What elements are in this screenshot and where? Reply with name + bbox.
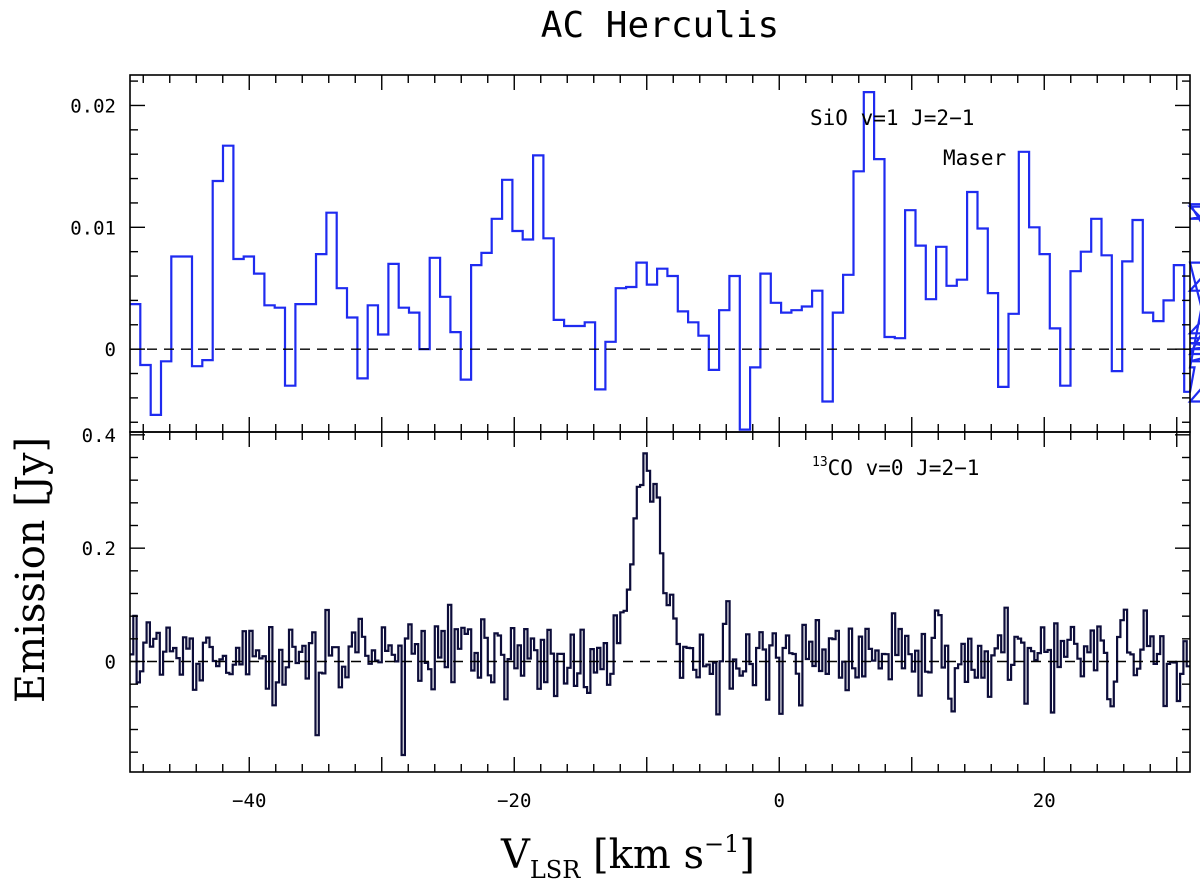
bottom-xtick-label: −20 — [497, 790, 531, 812]
series-label-maser: Maser — [943, 146, 1006, 170]
series-label-sio: SiO v=1 J=2−1 — [810, 106, 974, 130]
x-axis-label-sub: LSR — [530, 856, 581, 884]
top-ytick-label: 0.01 — [70, 217, 116, 239]
series-line-13co — [130, 452, 1190, 757]
bottom-ytick-label: 0.2 — [82, 538, 116, 560]
x-axis-label: VLSR [km s−1] — [500, 830, 755, 884]
panel-top: 0 0.01 0.02 SiO v=1 J=2−1 Maser — [70, 74, 1200, 433]
x-axis-label-sup: −1 — [704, 830, 739, 858]
x-axis-label-unit: [km s — [580, 832, 704, 878]
top-ytick-label: 0.02 — [70, 95, 116, 117]
top-ytick-label: 0 — [105, 339, 116, 361]
bottom-xtick-label: 0 — [774, 790, 785, 812]
series-label-13co-main: CO v=0 J=2−1 — [828, 456, 980, 480]
series-label-13co-sup: 13 — [812, 455, 828, 470]
y-axis-label: Emission [Jy] — [8, 437, 54, 703]
chart-title: AC Herculis — [541, 5, 779, 46]
series-line-sio-maser — [130, 91, 1200, 431]
bottom-xtick-label: 20 — [1033, 790, 1056, 812]
bottom-ytick-label: 0 — [105, 652, 116, 674]
bottom-xtick-label: −40 — [232, 790, 266, 812]
x-axis-label-main: V — [500, 832, 531, 878]
bottom-ytick-label: 0.4 — [82, 425, 116, 447]
x-axis-label-close: ] — [739, 832, 755, 878]
panel-top-frame — [129, 74, 1191, 433]
panel-bottom-frame — [129, 431, 1191, 773]
panel-bottom: 0 0.2 0.4 −40 −20 0 20 13CO v=0 J=2−1 — [82, 425, 1191, 812]
series-label-13co: 13CO v=0 J=2−1 — [812, 455, 979, 480]
